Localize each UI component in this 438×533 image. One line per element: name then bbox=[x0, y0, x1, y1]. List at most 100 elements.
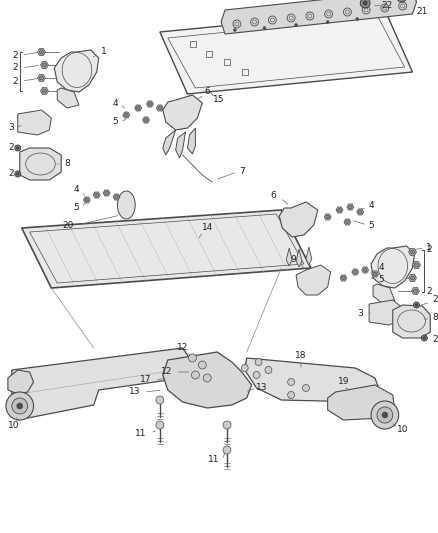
Circle shape bbox=[414, 263, 418, 267]
Polygon shape bbox=[156, 105, 163, 111]
Polygon shape bbox=[135, 105, 141, 111]
Polygon shape bbox=[412, 287, 420, 294]
Polygon shape bbox=[347, 204, 354, 210]
Text: 21: 21 bbox=[417, 7, 428, 17]
Circle shape bbox=[241, 365, 248, 372]
Polygon shape bbox=[371, 271, 378, 277]
Polygon shape bbox=[393, 305, 430, 338]
Polygon shape bbox=[57, 88, 79, 108]
Circle shape bbox=[156, 421, 164, 429]
Polygon shape bbox=[409, 248, 417, 255]
Text: 20: 20 bbox=[63, 221, 74, 230]
Circle shape bbox=[364, 268, 367, 272]
Circle shape bbox=[263, 27, 266, 29]
Polygon shape bbox=[8, 370, 34, 394]
Circle shape bbox=[253, 372, 260, 378]
Text: 2: 2 bbox=[12, 77, 18, 85]
Text: 9: 9 bbox=[290, 255, 296, 264]
Circle shape bbox=[413, 302, 420, 308]
Text: 4: 4 bbox=[113, 99, 118, 108]
Text: 2: 2 bbox=[8, 169, 14, 179]
Circle shape bbox=[356, 18, 359, 20]
Polygon shape bbox=[306, 247, 312, 265]
Circle shape bbox=[342, 276, 345, 280]
Text: 14: 14 bbox=[201, 223, 213, 232]
Circle shape bbox=[326, 215, 329, 219]
Polygon shape bbox=[369, 300, 403, 325]
Circle shape bbox=[42, 63, 46, 67]
Polygon shape bbox=[38, 49, 46, 55]
Text: 12: 12 bbox=[177, 343, 188, 352]
Text: 12: 12 bbox=[161, 367, 173, 376]
Polygon shape bbox=[371, 246, 414, 288]
Circle shape bbox=[415, 304, 418, 306]
Circle shape bbox=[233, 28, 237, 31]
Text: 4: 4 bbox=[73, 185, 79, 195]
Polygon shape bbox=[163, 352, 252, 408]
Circle shape bbox=[353, 270, 357, 274]
Circle shape bbox=[6, 392, 34, 420]
Text: 18: 18 bbox=[295, 351, 307, 359]
Polygon shape bbox=[147, 101, 153, 107]
Polygon shape bbox=[22, 210, 311, 288]
Circle shape bbox=[295, 23, 297, 27]
Circle shape bbox=[148, 102, 152, 106]
Circle shape bbox=[223, 446, 231, 454]
Polygon shape bbox=[409, 274, 417, 281]
Circle shape bbox=[223, 421, 231, 429]
Circle shape bbox=[371, 401, 399, 429]
Polygon shape bbox=[176, 132, 186, 158]
Text: 15: 15 bbox=[213, 95, 225, 104]
Polygon shape bbox=[20, 148, 61, 180]
Circle shape bbox=[303, 384, 309, 392]
Polygon shape bbox=[113, 194, 120, 200]
Polygon shape bbox=[187, 128, 195, 154]
Polygon shape bbox=[296, 249, 302, 267]
Polygon shape bbox=[245, 358, 380, 402]
Text: 4: 4 bbox=[368, 201, 374, 211]
Circle shape bbox=[421, 335, 427, 341]
Polygon shape bbox=[352, 269, 359, 275]
Circle shape bbox=[360, 0, 370, 8]
Circle shape bbox=[377, 407, 393, 423]
Circle shape bbox=[136, 106, 140, 110]
Text: 2: 2 bbox=[12, 63, 18, 72]
Polygon shape bbox=[413, 262, 420, 269]
Text: 3: 3 bbox=[357, 310, 363, 319]
Circle shape bbox=[265, 367, 272, 374]
Circle shape bbox=[105, 191, 108, 195]
Text: 2: 2 bbox=[8, 143, 14, 152]
Circle shape bbox=[158, 106, 162, 110]
Polygon shape bbox=[296, 265, 331, 295]
Circle shape bbox=[42, 89, 46, 93]
Circle shape bbox=[17, 403, 23, 409]
Text: 10: 10 bbox=[8, 421, 19, 430]
Text: 1: 1 bbox=[101, 47, 106, 56]
Text: 5: 5 bbox=[378, 276, 384, 285]
Text: 19: 19 bbox=[338, 377, 349, 386]
Circle shape bbox=[39, 76, 43, 80]
Polygon shape bbox=[93, 192, 100, 198]
Circle shape bbox=[15, 145, 21, 151]
Text: 8: 8 bbox=[432, 313, 438, 322]
Polygon shape bbox=[279, 202, 318, 237]
Text: 17: 17 bbox=[140, 376, 152, 384]
Text: 7: 7 bbox=[239, 167, 245, 176]
Text: 2: 2 bbox=[426, 287, 432, 296]
Polygon shape bbox=[336, 207, 343, 213]
Circle shape bbox=[39, 50, 43, 54]
Ellipse shape bbox=[117, 191, 135, 219]
Text: 22: 22 bbox=[381, 2, 392, 11]
Polygon shape bbox=[221, 0, 417, 34]
Polygon shape bbox=[40, 87, 48, 94]
Text: 5: 5 bbox=[73, 203, 79, 212]
Polygon shape bbox=[143, 117, 149, 123]
Circle shape bbox=[373, 272, 377, 276]
Text: 5: 5 bbox=[368, 221, 374, 230]
Polygon shape bbox=[123, 112, 130, 118]
Text: 2: 2 bbox=[426, 246, 432, 254]
Circle shape bbox=[17, 173, 19, 175]
Circle shape bbox=[12, 398, 28, 414]
Circle shape bbox=[413, 289, 417, 293]
Circle shape bbox=[346, 220, 349, 224]
